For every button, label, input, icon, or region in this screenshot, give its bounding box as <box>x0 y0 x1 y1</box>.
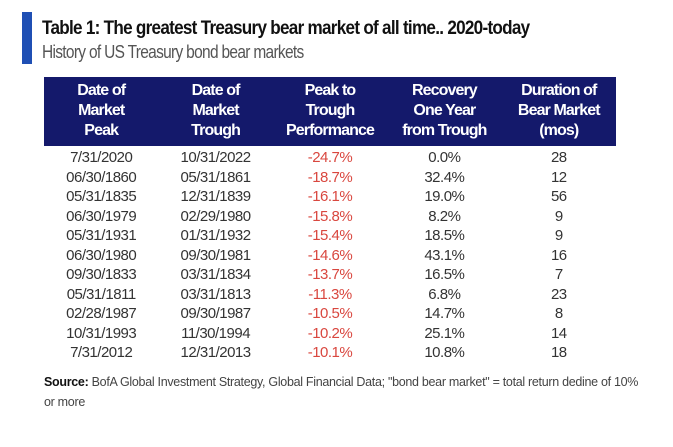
table-row: 7/31/2012 12/31/2013 -10.1% 10.8% 18 <box>44 343 616 363</box>
peak-to-trough-cell: -13.7% <box>307 266 353 283</box>
column-header-line: Market <box>78 102 125 119</box>
trough-date-cell: 03/31/1813 <box>180 285 252 303</box>
duration-cell: 8 <box>554 305 563 322</box>
recovery-cell: 32.4% <box>424 168 465 186</box>
column-header-line: Duration of <box>521 82 597 99</box>
table-subtitle: History of US Treasury bond bear markets <box>42 42 304 62</box>
peak-to-trough-cell: -16.1% <box>307 188 353 205</box>
peak-date-cell: 06/30/1860 <box>66 168 137 186</box>
trough-date-cell: 12/31/2013 <box>180 344 252 361</box>
peak-to-trough-cell: -10.5% <box>307 305 353 322</box>
column-header-line: Peak <box>84 122 119 139</box>
peak-to-trough-cell: -15.4% <box>307 227 353 244</box>
trough-date-cell: 03/31/1834 <box>180 266 252 283</box>
accent-bar <box>22 12 32 64</box>
recovery-cell: 19.0% <box>424 188 465 205</box>
peak-to-trough-cell: -10.2% <box>307 324 353 342</box>
peak-to-trough-cell: -15.8% <box>307 207 353 225</box>
column-header: Date of Market Trough <box>158 77 272 146</box>
recovery-cell: 0.0% <box>428 149 461 166</box>
column-header-line: One Year <box>413 102 476 119</box>
table-row: 7/31/2020 10/31/2022 -24.7% 0.0% 28 <box>44 146 616 168</box>
duration-cell: 56 <box>550 188 567 205</box>
peak-date-cell: 05/31/1835 <box>66 188 137 205</box>
recovery-cell: 43.1% <box>424 246 465 264</box>
table-row: 02/28/1987 09/30/1987 -10.5% 14.7% 8 <box>44 304 616 324</box>
duration-cell: 16 <box>550 246 567 264</box>
duration-cell: 9 <box>554 227 563 244</box>
column-header-line: Market <box>192 102 239 119</box>
peak-date-cell: 05/31/1931 <box>66 227 137 244</box>
table-row: 06/30/1980 09/30/1981 -14.6% 43.1% 16 <box>44 246 616 266</box>
recovery-cell: 25.1% <box>424 324 465 342</box>
column-header-line: (mos) <box>539 122 579 139</box>
table-row: 05/31/1835 12/31/1839 -16.1% 19.0% 56 <box>44 187 616 207</box>
table-row: 06/30/1979 02/29/1980 -15.8% 8.2% 9 <box>44 207 616 227</box>
column-header-line: Trough <box>191 122 241 139</box>
duration-cell: 28 <box>550 149 567 166</box>
peak-date-cell: 06/30/1980 <box>66 246 137 264</box>
recovery-cell: 16.5% <box>424 266 465 283</box>
peak-date-cell: 7/31/2020 <box>70 149 133 166</box>
source-note: Source: BofA Global Investment Strategy,… <box>44 372 644 412</box>
source-text: BofA Global Investment Strategy, Global … <box>44 375 639 409</box>
column-header-line: Trough <box>305 102 356 119</box>
source-label: Source: <box>44 375 89 389</box>
column-header-line: Peak to <box>304 82 357 99</box>
duration-cell: 18 <box>550 344 567 361</box>
peak-to-trough-cell: -24.7% <box>307 149 353 166</box>
recovery-cell: 6.8% <box>428 285 461 303</box>
table-row: 10/31/1993 11/30/1994 -10.2% 25.1% 14 <box>44 324 616 344</box>
table-row: 09/30/1833 03/31/1834 -13.7% 16.5% 7 <box>44 265 616 285</box>
column-header: Recovery One Year from Trough <box>387 77 501 146</box>
trough-date-cell: 10/31/2022 <box>180 149 252 166</box>
recovery-cell: 8.2% <box>428 207 461 225</box>
peak-date-cell: 09/30/1833 <box>66 266 137 283</box>
peak-to-trough-cell: -14.6% <box>307 246 353 264</box>
duration-cell: 12 <box>550 168 567 186</box>
duration-cell: 7 <box>554 266 563 283</box>
trough-date-cell: 01/31/1932 <box>180 227 252 244</box>
column-header-line: Date of <box>77 82 126 99</box>
table-row: 05/31/1931 01/31/1932 -15.4% 18.5% 9 <box>44 226 616 246</box>
recovery-cell: 14.7% <box>424 305 465 322</box>
recovery-cell: 18.5% <box>424 227 465 244</box>
column-header-line: from Trough <box>402 122 487 139</box>
table-row: 06/30/1860 05/31/1861 -18.7% 32.4% 12 <box>44 168 616 188</box>
peak-to-trough-cell: -10.1% <box>307 344 353 361</box>
trough-date-cell: 11/30/1994 <box>181 324 251 342</box>
header-row: Date of Market Peak Date of Market Trough Peak… <box>44 77 616 146</box>
trough-date-cell: 09/30/1987 <box>180 305 252 322</box>
table-title: Table 1: The greatest Treasury bear mark… <box>42 18 530 39</box>
peak-date-cell: 05/31/1811 <box>66 285 136 303</box>
peak-to-trough-cell: -18.7% <box>307 168 353 186</box>
duration-cell: 9 <box>554 207 563 225</box>
column-header: Duration of Bear Market (mos) <box>502 77 616 146</box>
column-header: Date of Market Peak <box>44 77 158 146</box>
peak-to-trough-cell: -11.3% <box>308 285 352 303</box>
peak-date-cell: 06/30/1979 <box>66 207 137 225</box>
trough-date-cell: 09/30/1981 <box>180 246 252 264</box>
column-header-line: Recovery <box>411 82 478 99</box>
peak-date-cell: 10/31/1993 <box>66 324 137 342</box>
column-header: Peak to Trough Performance <box>273 77 387 146</box>
duration-cell: 14 <box>550 324 567 342</box>
recovery-cell: 10.8% <box>424 344 465 361</box>
trough-date-cell: 02/29/1980 <box>180 207 252 225</box>
trough-date-cell: 12/31/1839 <box>180 188 252 205</box>
peak-date-cell: 7/31/2012 <box>70 344 133 361</box>
column-header-line: Date of <box>191 82 241 99</box>
trough-date-cell: 05/31/1861 <box>180 168 252 186</box>
peak-date-cell: 02/28/1987 <box>66 305 137 322</box>
column-header-line: Bear Market <box>517 102 601 119</box>
table-row: 05/31/1811 03/31/1813 -11.3% 6.8% 23 <box>44 285 616 305</box>
duration-cell: 23 <box>550 285 567 303</box>
bear-market-table: Date of Market Peak Date of Market Trough Peak… <box>44 77 616 363</box>
column-header-line: Performance <box>286 122 375 139</box>
